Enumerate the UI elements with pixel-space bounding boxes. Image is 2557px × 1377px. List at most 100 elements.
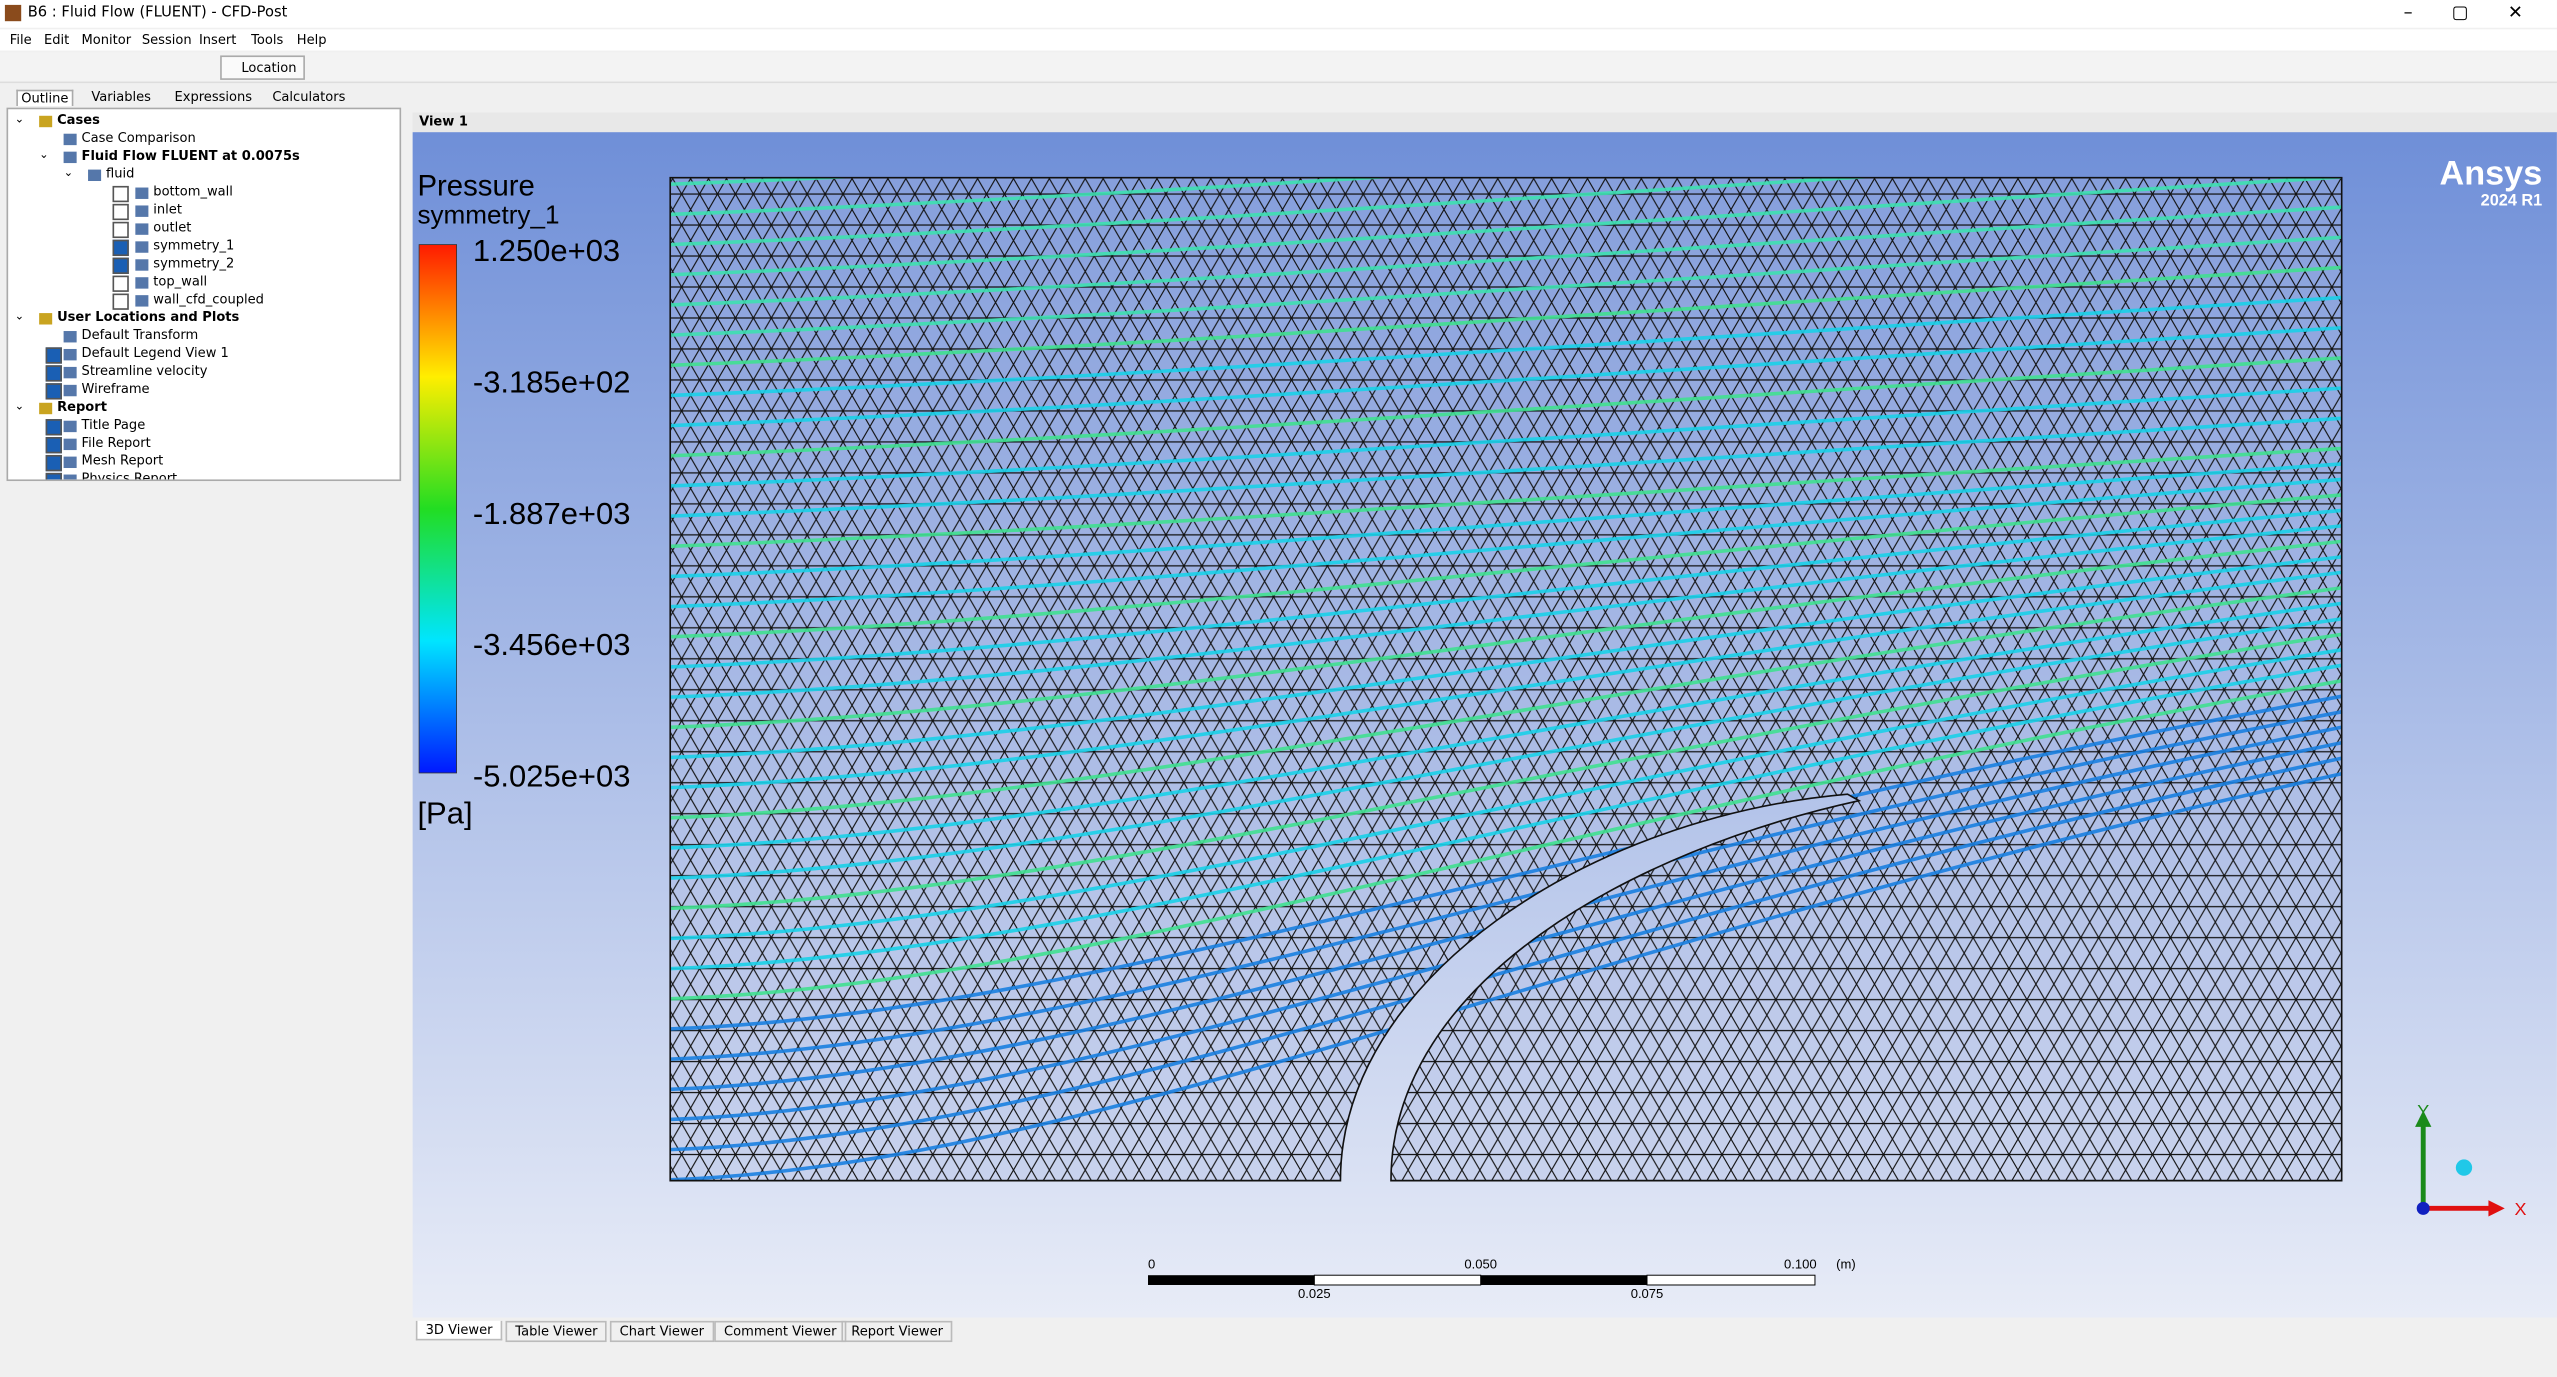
menu-item[interactable]: Help	[296, 32, 327, 48]
expand-arrow[interactable]: ⌄	[39, 148, 49, 162]
tree-icon	[39, 402, 53, 415]
checkbox[interactable]	[45, 472, 62, 480]
streamline	[670, 756, 2342, 1152]
panel-tab[interactable]: Calculators	[272, 89, 346, 105]
tree-item[interactable]: Title Page	[8, 417, 393, 436]
expand-arrow[interactable]: ⌄	[14, 112, 25, 126]
streamline	[670, 555, 2342, 760]
expand-arrow[interactable]: ⌄	[63, 166, 74, 180]
tree-label: top_wall	[153, 273, 208, 289]
streamline	[670, 493, 2342, 639]
tree-item[interactable]: Physics Report	[8, 471, 393, 480]
checkbox[interactable]	[45, 454, 62, 472]
tree-label: bottom_wall	[153, 184, 233, 199]
tree-item[interactable]: File Report	[8, 435, 393, 454]
tree-label: symmetry_2	[153, 256, 235, 271]
scale-label: 0.050	[1464, 1257, 1497, 1272]
tree-icon	[63, 384, 77, 397]
scale-label: 0.075	[1631, 1286, 1664, 1301]
tree-icon	[63, 438, 77, 451]
menu-item[interactable]: Tools	[251, 32, 284, 48]
checkbox[interactable]	[45, 383, 62, 400]
tree-label: inlet	[153, 202, 182, 217]
tree-label: Mesh Report	[81, 453, 164, 469]
tree-item[interactable]: ⌄ User Locations and Plots	[8, 310, 393, 328]
viewer-tab[interactable]: Table Viewer	[505, 1320, 608, 1343]
legend-label: 1.250e+03	[473, 233, 620, 268]
tree-item[interactable]: ⌄ Fluid Flow FLUENT at 0.0075s	[8, 148, 393, 166]
checkbox[interactable]	[112, 257, 129, 274]
panel-tab[interactable]: Variables	[91, 89, 151, 105]
tree-icon	[135, 187, 149, 199]
scale-label: 0.025	[1298, 1286, 1331, 1301]
3d-viewport[interactable]: Pressure symmetry_1 1.250e+03 -3.185e+02 -…	[412, 132, 2557, 1318]
streamline	[670, 663, 2342, 971]
window-controls[interactable]: –▢✕	[2403, 1, 2557, 23]
tree-item[interactable]: ⌄ Report	[8, 400, 393, 418]
tree-label: Default Transform	[81, 327, 199, 343]
viewer-tab[interactable]: Comment Viewer	[714, 1320, 847, 1343]
streamline	[670, 570, 2342, 790]
streamline	[670, 356, 2342, 458]
menu-item[interactable]: File	[9, 32, 32, 48]
legend-label: -3.456e+03	[473, 627, 631, 662]
checkbox[interactable]	[112, 239, 129, 257]
streamline	[670, 648, 2342, 941]
expand-arrow[interactable]: ⌄	[14, 309, 25, 323]
tree-label: fluid	[105, 166, 135, 182]
streamline	[670, 694, 2342, 1031]
tree-item[interactable]: bottom_wall	[8, 184, 393, 203]
view-label[interactable]: View 1	[419, 114, 468, 129]
checkbox[interactable]	[112, 185, 129, 203]
tree-item[interactable]: symmetry_2	[8, 256, 393, 274]
viewer-tab[interactable]: 3D Viewer	[415, 1320, 503, 1341]
tree-item[interactable]: top_wall	[8, 274, 393, 292]
tree-label: Title Page	[81, 417, 146, 433]
streamline	[670, 586, 2342, 820]
location-button[interactable]: Location	[220, 55, 305, 80]
tree-label: wall_cfd_coupled	[153, 291, 264, 307]
tree-item[interactable]: Default Transform	[8, 328, 393, 346]
checkbox[interactable]	[45, 347, 62, 364]
viewer-tab[interactable]: Chart Viewer	[609, 1320, 714, 1343]
tree-item[interactable]: Wireframe	[8, 382, 393, 400]
logo-brand: Ansys	[2439, 154, 2542, 192]
menu-item[interactable]: Insert	[198, 32, 237, 48]
viewer-tab[interactable]: Report Viewer	[841, 1320, 953, 1343]
checkbox[interactable]	[45, 437, 62, 454]
streamline	[670, 725, 2342, 1092]
domain-outline	[669, 176, 2343, 1182]
tree-item[interactable]: inlet	[8, 202, 393, 221]
tree-icon	[63, 456, 77, 469]
menu-item[interactable]: Session	[141, 32, 192, 48]
tree-item[interactable]: ⌄ Cases	[8, 113, 393, 131]
checkbox[interactable]	[112, 275, 129, 292]
legend-unit: [Pa]	[417, 796, 472, 831]
expand-arrow[interactable]: ⌄	[14, 399, 25, 413]
tree-icon	[135, 205, 149, 217]
tree-item[interactable]: Streamline velocity	[8, 364, 393, 382]
panel-tab[interactable]: Outline	[16, 89, 74, 106]
checkbox[interactable]	[45, 419, 62, 436]
menu-item[interactable]: Edit	[44, 32, 70, 48]
streamline	[670, 386, 2342, 488]
streamline	[670, 177, 2342, 277]
tree-item[interactable]: Mesh Report	[8, 453, 393, 472]
tree-item[interactable]: ⌄ fluid	[8, 166, 393, 184]
panel-tab[interactable]: Expressions	[174, 89, 253, 105]
checkbox[interactable]	[112, 203, 129, 221]
streamline	[670, 632, 2342, 911]
streamline	[670, 524, 2342, 699]
tree-item[interactable]: outlet	[8, 220, 393, 239]
tree-item[interactable]: wall_cfd_coupled	[8, 292, 393, 310]
tree-item[interactable]: Case Comparison	[8, 130, 393, 148]
menu-item[interactable]: Monitor	[81, 32, 132, 48]
tree-label: Streamline velocity	[81, 363, 208, 379]
streamline	[670, 508, 2342, 669]
tree-item[interactable]: Default Legend View 1	[8, 346, 393, 364]
checkbox[interactable]	[112, 221, 129, 239]
streamline	[670, 617, 2342, 880]
checkbox[interactable]	[112, 293, 129, 310]
tree-item[interactable]: symmetry_1	[8, 238, 393, 257]
checkbox[interactable]	[45, 365, 62, 382]
